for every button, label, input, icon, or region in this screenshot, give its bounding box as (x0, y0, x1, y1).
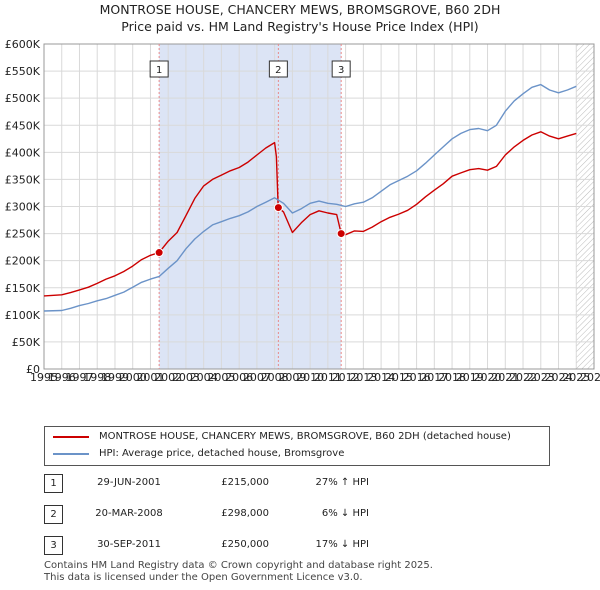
chart-subtitle: Price paid vs. HM Land Registry's House … (121, 19, 479, 34)
x-tick-label: 2012 (332, 371, 360, 384)
y-tick-label: £600K (5, 38, 41, 51)
x-tick-label: 2008 (261, 371, 289, 384)
y-tick-label: £550K (5, 65, 41, 78)
x-tick-label: 2005 (207, 371, 235, 384)
plot-frame (43, 43, 595, 370)
x-tick-label: 1998 (83, 371, 111, 384)
y-tick-label: £100K (5, 309, 41, 322)
property-price-line (43, 131, 577, 297)
sale-label: 3 (338, 65, 344, 76)
x-tick-label: 2014 (367, 371, 395, 384)
y-tick-label: £150K (5, 282, 41, 295)
sale-marker: 1 (44, 474, 63, 493)
sale-marker: 3 (44, 536, 63, 555)
y-tick-label: £0 (26, 363, 40, 376)
x-tick-label: 2025 (562, 371, 590, 384)
y-tick-label: £500K (5, 92, 41, 105)
x-tick-label: 2019 (456, 371, 484, 384)
x-tick-label: 2026 (580, 371, 600, 384)
x-tick-label: 2022 (509, 371, 537, 384)
x-tick-label: 2009 (278, 371, 306, 384)
sale-price: £250,000 (221, 539, 269, 550)
chart-title: MONTROSE HOUSE, CHANCERY MEWS, BROMSGROV… (99, 2, 501, 17)
y-tick-label: £250K (5, 228, 41, 241)
sale-date: 29-JUN-2001 (97, 477, 161, 488)
y-tick-label: £200K (5, 255, 41, 268)
sale-point (336, 229, 346, 239)
x-tick-label: 2018 (438, 371, 466, 384)
x-tick-label: 2023 (527, 371, 555, 384)
y-tick-label: £400K (5, 146, 41, 159)
legend-swatch-property (53, 435, 89, 438)
x-tick-label: 2015 (385, 371, 413, 384)
footer-copyright: Contains HM Land Registry data © Crown c… (44, 560, 433, 571)
sale-hpi-change: 17% ↓ HPI (315, 539, 369, 550)
legend-item-property: MONTROSE HOUSE, CHANCERY MEWS, BROMSGROV… (53, 431, 511, 442)
x-tick-label: 2000 (119, 371, 147, 384)
sale-label: 1 (156, 65, 162, 76)
sale-row: 1 29-JUN-2001 £215,000 27% ↑ HPI (44, 474, 584, 494)
x-tick-label: 2020 (474, 371, 502, 384)
legend-item-hpi: HPI: Average price, detached house, Brom… (53, 448, 344, 459)
sale-row: 2 20-MAR-2008 £298,000 6% ↓ HPI (44, 505, 584, 525)
x-tick-label: 2010 (296, 371, 324, 384)
sale-point (154, 248, 164, 258)
x-tick-label: 2011 (314, 371, 342, 384)
x-tick-label: 2007 (243, 371, 271, 384)
sale-row: 3 30-SEP-2011 £250,000 17% ↓ HPI (44, 536, 584, 556)
sale-hpi-change: 6% ↓ HPI (321, 508, 369, 519)
x-tick-label: 2021 (491, 371, 519, 384)
x-tick-label: 2006 (225, 371, 253, 384)
x-tick-label: 2016 (403, 371, 431, 384)
x-tick-label: 2001 (136, 371, 164, 384)
sale-marker: 2 (44, 505, 63, 524)
price-chart: £0 £50K £100K £150K £200K £250K £300K £350K £400… (5, 38, 600, 384)
hpi-line (43, 83, 577, 312)
sale-date: 20-MAR-2008 (95, 508, 163, 519)
legend: MONTROSE HOUSE, CHANCERY MEWS, BROMSGROV… (44, 426, 550, 466)
x-tick-label: 2013 (349, 371, 377, 384)
sale-point (273, 203, 283, 213)
sale-label-box (331, 60, 351, 78)
x-tick-label: 1997 (65, 371, 93, 384)
sale-hpi-change: 27% ↑ HPI (315, 477, 369, 488)
legend-label-hpi: HPI: Average price, detached house, Brom… (99, 448, 345, 459)
x-tick-label: 2024 (545, 371, 573, 384)
sale-date: 30-SEP-2011 (97, 539, 161, 550)
y-tick-label: £450K (5, 119, 41, 132)
sale-price: £215,000 (221, 477, 269, 488)
sale-label-box (149, 60, 169, 78)
footer-licence: This data is licensed under the Open Gov… (44, 572, 363, 583)
y-tick-label: £350K (5, 173, 41, 186)
x-tick-label: 2003 (172, 371, 200, 384)
x-tick-label: 2002 (154, 371, 182, 384)
x-tick-label: 2004 (190, 371, 218, 384)
sale-label: 2 (275, 65, 281, 76)
y-tick-label: £300K (5, 201, 41, 214)
x-tick-label: 1999 (101, 371, 129, 384)
x-tick-label: 2017 (420, 371, 448, 384)
legend-swatch-hpi (53, 452, 89, 455)
x-tick-label: 1995 (30, 371, 58, 384)
sale-label-box (268, 60, 288, 78)
legend-label-property: MONTROSE HOUSE, CHANCERY MEWS, BROMSGROV… (99, 431, 511, 442)
y-tick-label: £50K (12, 336, 41, 349)
sale-price: £298,000 (221, 508, 269, 519)
x-tick-label: 1996 (48, 371, 76, 384)
